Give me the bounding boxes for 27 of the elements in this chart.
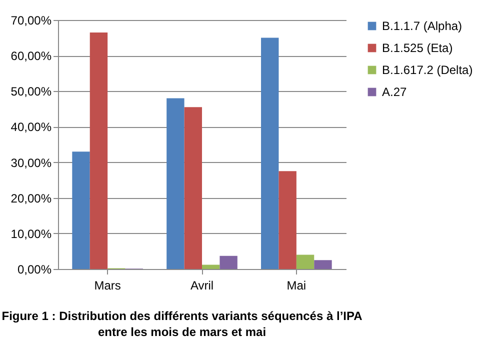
y-tick-label: 40,00% [10,120,52,134]
bar [220,256,238,269]
x-tick-label: Mars [94,278,121,292]
legend-label: B.1.525 (Eta) [382,41,453,55]
bar [278,171,296,269]
x-tick-label: Avril [190,278,214,292]
bar [72,152,90,269]
legend-label: B.1.617.2 (Delta) [382,63,473,77]
bar [202,264,220,269]
y-tick-label: 0,00% [17,262,52,276]
caption: Figure 1 : Distribution des différents variants séquencés à l’IPA [2,309,363,323]
y-tick-label: 30,00% [10,156,52,170]
bar [314,260,332,269]
legend-label: B.1.1.7 (Alpha) [382,19,462,33]
bar [90,32,108,269]
y-tick-label: 20,00% [10,191,52,206]
y-tick-label: 60,00% [10,49,52,64]
text: entre les mois de mars et mai [98,325,266,339]
bar [166,98,184,269]
bar [184,107,202,269]
x-tick-label: Mai [286,278,306,292]
y-tick-label: 70,00% [10,14,52,28]
bar [261,38,279,269]
y-tick-label: 10,00% [10,226,52,241]
legend-label: A.27 [382,85,408,99]
y-tick-label: 50,00% [10,84,52,99]
bar [296,254,314,269]
